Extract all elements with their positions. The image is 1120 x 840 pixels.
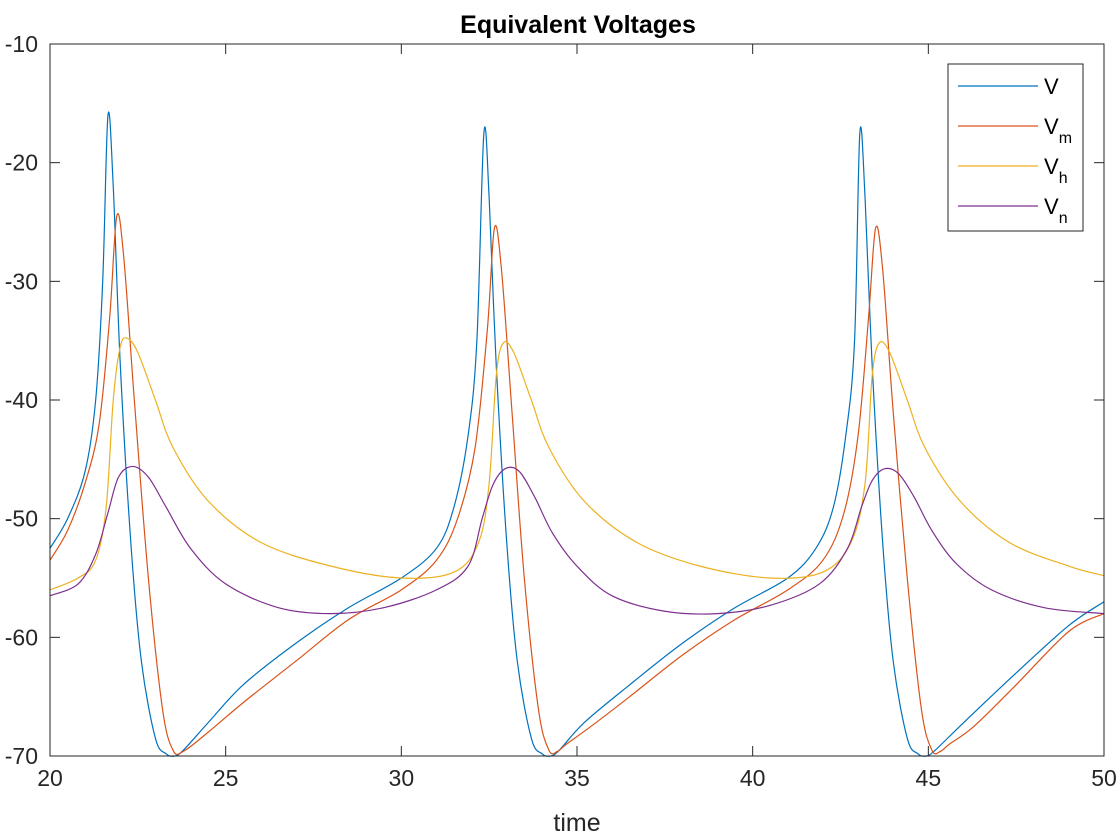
y-tick-label: -30 <box>5 268 38 294</box>
axes-box <box>49 43 1105 757</box>
x-tick-label: 30 <box>389 765 415 791</box>
legend-label-vn: Vn <box>1044 194 1068 227</box>
x-tick-label: 45 <box>916 765 942 791</box>
series-line-vh <box>49 337 1105 591</box>
y-tick-label: -20 <box>5 150 38 176</box>
x-tick-label: 25 <box>213 765 239 791</box>
series-layer <box>49 111 1105 757</box>
legend-box <box>947 63 1084 232</box>
x-tick-label: 35 <box>564 765 590 791</box>
y-tick-label: -50 <box>5 506 38 532</box>
y-tick-label: -70 <box>5 743 38 769</box>
y-tick-label: -10 <box>5 31 38 57</box>
x-tick-label: 50 <box>1091 765 1117 791</box>
series-line-v <box>49 111 1105 757</box>
y-tick-label: -40 <box>5 387 38 413</box>
legend-label-vh: Vh <box>1044 154 1068 187</box>
x-tick-label: 20 <box>37 765 63 791</box>
ticks-layer: 20 25 30 35 40 45 50 -70 -60 -50 -40 -30 -20 -10 <box>5 31 1117 791</box>
legend-label-v: V <box>1044 74 1059 99</box>
series-line-vm <box>49 213 1105 756</box>
y-tick-label: -60 <box>5 624 38 650</box>
series-line-vn <box>49 465 1105 615</box>
chart-title: Equivalent Voltages <box>460 11 696 39</box>
x-axis-label: time <box>553 809 600 837</box>
legend-label-vm: Vm <box>1044 114 1072 147</box>
legend[interactable]: V Vm Vh Vn <box>947 63 1084 232</box>
x-tick-label: 40 <box>740 765 766 791</box>
plot-area <box>50 44 1104 756</box>
